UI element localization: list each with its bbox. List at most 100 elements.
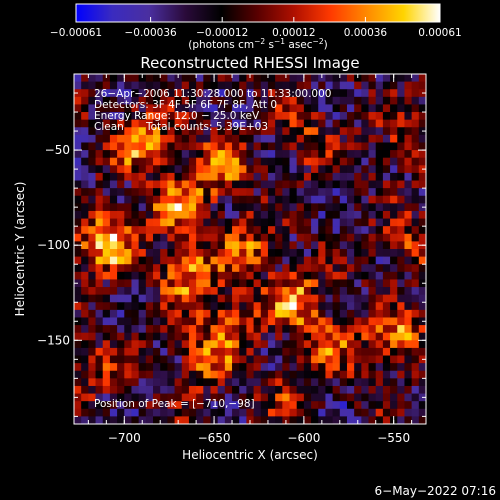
heatmap-cell <box>346 325 355 334</box>
heatmap-cell <box>361 416 369 424</box>
heatmap-cell <box>117 188 125 197</box>
heatmap-cell <box>253 294 262 303</box>
heatmap-cell <box>181 408 190 417</box>
heatmap-cell <box>174 279 183 288</box>
heatmap-cell <box>318 363 326 372</box>
heatmap-cell <box>411 370 420 379</box>
heatmap-cell <box>325 370 334 379</box>
heatmap-cell <box>267 393 276 402</box>
heatmap-cell <box>246 363 254 372</box>
heatmap-cell <box>102 249 111 258</box>
heatmap-cell <box>203 325 211 334</box>
heatmap-cell <box>267 157 276 166</box>
heatmap-cell <box>181 195 190 204</box>
heatmap-cell <box>210 256 219 265</box>
heatmap-cell <box>354 180 362 189</box>
heatmap-cell <box>354 81 362 90</box>
heatmap-cell <box>117 363 125 372</box>
heatmap-cell <box>382 150 391 159</box>
heatmap-cell <box>124 134 132 143</box>
heatmap-cell <box>282 317 290 326</box>
heatmap-cell <box>131 416 140 424</box>
heatmap-cell <box>239 112 247 121</box>
heatmap-cell <box>303 393 312 402</box>
heatmap-cell <box>296 355 305 364</box>
heatmap-cell <box>246 325 254 334</box>
heatmap-cell <box>253 226 262 235</box>
heatmap-cell <box>404 74 413 83</box>
heatmap-cell <box>109 150 118 159</box>
heatmap-cell <box>81 264 89 273</box>
heatmap-cell <box>188 279 197 288</box>
heatmap-cell <box>174 89 183 98</box>
heatmap-cell <box>210 188 219 197</box>
heatmap-cell <box>397 89 405 98</box>
heatmap-cell <box>375 408 384 417</box>
heatmap-cell <box>203 188 211 197</box>
heatmap-cell <box>404 309 413 318</box>
heatmap-cell <box>174 81 183 90</box>
heatmap-cell <box>174 150 183 159</box>
heatmap-cell <box>174 172 183 181</box>
heatmap-cell <box>303 188 312 197</box>
heatmap-cell <box>153 393 161 402</box>
heatmap-cell <box>217 203 226 212</box>
heatmap-cell <box>153 249 161 258</box>
heatmap-cell <box>418 96 426 105</box>
heatmap-cell <box>224 393 233 402</box>
heatmap-cell <box>81 89 89 98</box>
heatmap-cell <box>181 385 190 394</box>
heatmap-cell <box>332 89 341 98</box>
heatmap-cell <box>246 287 254 296</box>
heatmap-cell <box>145 317 154 326</box>
heatmap-cell <box>253 325 262 334</box>
heatmap-cell <box>354 203 362 212</box>
heatmap-cell <box>109 119 118 128</box>
heatmap-cell <box>196 226 204 235</box>
heatmap-cell <box>74 210 82 219</box>
heatmap-cell <box>282 287 290 296</box>
heatmap-cell <box>275 385 283 394</box>
heatmap-cell <box>332 134 341 143</box>
heatmap-cell <box>232 142 240 151</box>
heatmap-cell <box>275 393 283 402</box>
heatmap-cell <box>167 195 175 204</box>
heatmap-cell <box>397 271 405 280</box>
heatmap-cell <box>282 340 290 349</box>
heatmap-cell <box>167 89 175 98</box>
heatmap-cell <box>418 119 426 128</box>
heatmap-cell <box>174 332 183 341</box>
heatmap-cell <box>131 347 140 356</box>
heatmap-cell <box>418 340 426 349</box>
heatmap-cell <box>361 233 369 242</box>
heatmap-cell <box>397 142 405 151</box>
heatmap-cell <box>117 81 125 90</box>
heatmap-cell <box>138 294 147 303</box>
heatmap-cell <box>332 74 341 83</box>
heatmap-cell <box>260 393 269 402</box>
heatmap-cell <box>282 393 290 402</box>
heatmap-cell <box>117 385 125 394</box>
heatmap-cell <box>145 294 154 303</box>
heatmap-cell <box>260 408 269 417</box>
heatmap-cell <box>346 294 355 303</box>
heatmap-cell <box>109 241 118 250</box>
heatmap-cell <box>411 96 420 105</box>
heatmap-cell <box>124 241 132 250</box>
heatmap-cell <box>145 340 154 349</box>
heatmap-cell <box>188 256 197 265</box>
heatmap-cell <box>303 150 312 159</box>
heatmap-cell <box>95 264 104 273</box>
heatmap-cell <box>81 279 89 288</box>
heatmap-cell <box>224 309 233 318</box>
heatmap-cell <box>95 317 104 326</box>
heatmap-cell <box>196 256 204 265</box>
heatmap-cell <box>181 317 190 326</box>
heatmap-cell <box>354 150 362 159</box>
heatmap-cell <box>102 347 111 356</box>
heatmap-cell <box>117 271 125 280</box>
heatmap-cell <box>138 74 147 83</box>
heatmap-cell <box>382 309 391 318</box>
heatmap-cell <box>95 249 104 258</box>
heatmap-cell <box>318 81 326 90</box>
